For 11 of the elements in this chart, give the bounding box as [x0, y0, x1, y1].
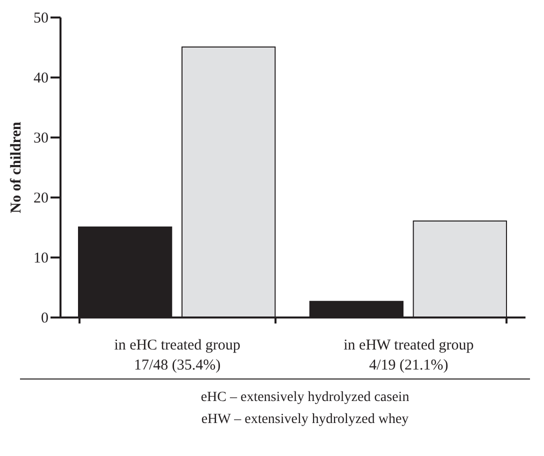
x-tick-label: in eHW treated group 4/19 (21.1%) [344, 338, 474, 374]
y-tick-label: 20 [34, 190, 48, 206]
y-tick-label: 40 [34, 70, 48, 86]
y-axis-title: No of children [8, 121, 24, 214]
y-tick-label: 50 [34, 10, 48, 26]
text: eHW – extensively hydrolyzed whey [201, 412, 409, 427]
y-tick-label: 0 [41, 310, 48, 326]
y-tick-label: 30 [34, 130, 48, 146]
text: eHC – extensively hydrolyzed casein [200, 390, 410, 405]
y-tick-label: 10 [34, 250, 48, 266]
x-tick-label: in eHC treated group 17/48 (35.4%) [114, 338, 240, 374]
